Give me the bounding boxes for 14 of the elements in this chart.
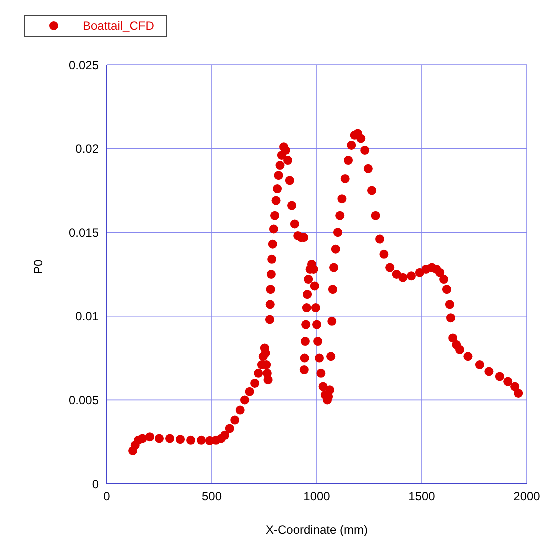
x-tick-label: 0	[104, 490, 111, 504]
x-tick-label: 1500	[408, 490, 436, 504]
legend-label: Boattail_CFD	[82, 19, 154, 33]
y-tick-label: 0.015	[68, 226, 100, 240]
y-tick-label: 0.025	[68, 58, 100, 72]
y-axis-title: P0	[31, 259, 46, 274]
y-tick-label: 0	[92, 477, 100, 492]
x-tick-label: 500	[202, 490, 222, 504]
y-tick-label: 0.01	[76, 310, 100, 324]
x-axis-title: X-Coordinate (mm)	[266, 523, 368, 537]
y-tick-label: 0.005	[68, 393, 100, 408]
x-tick-label: 1000	[304, 490, 331, 504]
y-tick-label: 0.02	[76, 142, 100, 156]
x-tick-label: 2000	[514, 490, 540, 504]
